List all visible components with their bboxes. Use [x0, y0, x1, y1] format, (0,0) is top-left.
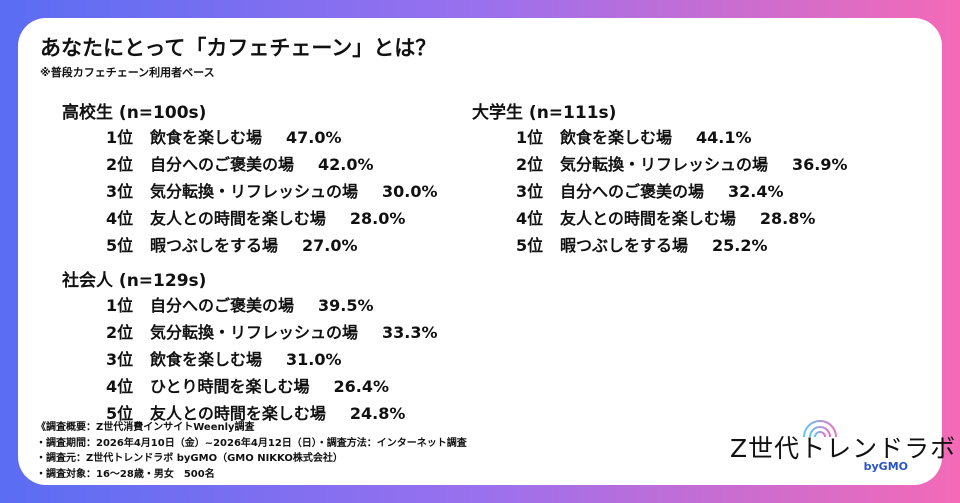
logo: Z世代トレンドラボ byGMO [730, 405, 955, 475]
percentage: 47.0% [286, 128, 342, 147]
ranking-section: 高校生 (n=100s) 1位 飲食を楽しむ場 47.0% 2位 自分へのご褒美の場 42.… [62, 98, 438, 259]
reason-label: 友人との時間を楽しむ場 [150, 209, 326, 228]
reason-label: 気分転換・リフレッシュの場 [560, 155, 769, 174]
section-header: 高校生 (n=100s) [62, 103, 207, 123]
rank: 4位 [516, 209, 544, 228]
logo-text: Z世代トレンドラボ [730, 434, 957, 463]
percentage: 42.0% [318, 155, 374, 174]
ranking-section: 大学生 (n=111s) 1位 飲食を楽しむ場 44.1% 2位 気分転換・リフレッシュの… [472, 98, 848, 259]
ranking-row: 3位 気分転換・リフレッシュの場 30.0% [62, 178, 438, 205]
reason-label: 友人との時間を楽しむ場 [560, 209, 736, 228]
reason-label: 飲食を楽しむ場 [560, 128, 673, 147]
percentage: 44.1% [696, 128, 752, 147]
rank: 1位 [516, 128, 544, 147]
logo-by-gmo: byGMO [863, 460, 908, 473]
rank: 5位 [106, 236, 134, 255]
rank: 4位 [106, 377, 134, 396]
ranking-row: 5位 暇つぶしをする場 25.2% [472, 232, 848, 259]
reason-label: 飲食を楽しむ場 [150, 350, 263, 369]
reason-label: 自分へのご褒美の場 [150, 155, 295, 174]
note-line: ・調査対象：16～28歳・男女 500名 [36, 468, 215, 480]
percentage: 30.0% [382, 182, 438, 201]
section-header: 社会人 (n=129s) [62, 271, 207, 291]
percentage: 28.8% [759, 209, 816, 228]
percentage: 24.8% [349, 404, 406, 423]
note-line: 《調査概要：Z世代消費インサイトWeenly調査 [36, 422, 255, 433]
ranking-row: 2位 自分へのご褒美の場 42.0% [62, 151, 438, 178]
percentage: 32.4% [728, 182, 784, 201]
card [18, 18, 942, 485]
section-header: 大学生 (n=111s) [472, 103, 617, 123]
rank: 3位 [106, 182, 134, 201]
ranking-section: 社会人 (n=129s) 1位 自分へのご褒美の場 39.5% 2位 気分転換・リフレッシ… [62, 266, 438, 427]
note-line: ・調査期間：2026年4月10日（金）~2026年4月12日（日）・調査方法：イ… [36, 437, 467, 449]
reason-label: 飲食を楽しむ場 [150, 128, 263, 147]
percentage: 25.2% [712, 236, 768, 255]
ranking-row: 2位 気分転換・リフレッシュの場 33.3% [62, 319, 438, 346]
rank: 2位 [516, 155, 544, 174]
signal-icon [803, 420, 837, 438]
reason-label: 友人との時間を楽しむ場 [150, 404, 326, 423]
ranking-row: 3位 飲食を楽しむ場 31.0% [62, 346, 438, 373]
reason-label: 自分へのご褒美の場 [560, 182, 705, 201]
ranking-row: 1位 飲食を楽しむ場 44.1% [472, 124, 848, 151]
subtitle: ※普段カフェチェーン利用者ベース [40, 66, 215, 79]
rank: 4位 [106, 209, 134, 228]
reason-label: 気分転換・リフレッシュの場 [150, 182, 359, 201]
ranking-row: 4位 友人との時間を楽しむ場 28.0% [62, 205, 438, 232]
rank: 3位 [516, 182, 544, 201]
page-title: あなたにとって「カフェチェーン」とは？ [40, 36, 437, 60]
ranking-row: 5位 暇つぶしをする場 27.0% [62, 232, 438, 259]
rank: 1位 [106, 296, 134, 315]
reason-label: 暇つぶしをする場 [560, 236, 689, 255]
reason-label: 自分へのご褒美の場 [150, 296, 295, 315]
rank: 2位 [106, 323, 134, 342]
reason-label: 気分転換・リフレッシュの場 [150, 323, 359, 342]
rank: 2位 [106, 155, 134, 174]
percentage: 28.0% [349, 209, 406, 228]
percentage: 39.5% [318, 296, 374, 315]
percentage: 27.0% [302, 236, 358, 255]
rank: 3位 [106, 350, 134, 369]
rank: 5位 [106, 404, 134, 423]
percentage: 31.0% [286, 350, 342, 369]
rank: 5位 [516, 236, 544, 255]
rank: 1位 [106, 128, 134, 147]
ranking-row: 1位 自分へのご褒美の場 39.5% [62, 292, 438, 319]
ranking-row: 3位 自分へのご褒美の場 32.4% [472, 178, 848, 205]
percentage: 26.4% [333, 377, 390, 396]
reason-label: 暇つぶしをする場 [150, 236, 279, 255]
note-line: ・調査元：Z世代トレンドラボ byGMO（GMO NIKKO株式会社） [36, 453, 343, 464]
percentage: 36.9% [792, 155, 848, 174]
survey-notes: 《調査概要：Z世代消費インサイトWeenly調査 ・調査期間：2026年4月10… [36, 420, 467, 482]
reason-label: ひとり時間を楽しむ場 [150, 377, 310, 396]
ranking-row: 5位 友人との時間を楽しむ場 24.8% [62, 400, 438, 427]
ranking-row: 4位 友人との時間を楽しむ場 28.8% [472, 205, 848, 232]
ranking-row: 1位 飲食を楽しむ場 47.0% [62, 124, 438, 151]
ranking-row: 2位 気分転換・リフレッシュの場 36.9% [472, 151, 848, 178]
percentage: 33.3% [382, 323, 438, 342]
ranking-row: 4位 ひとり時間を楽しむ場 26.4% [62, 373, 438, 400]
